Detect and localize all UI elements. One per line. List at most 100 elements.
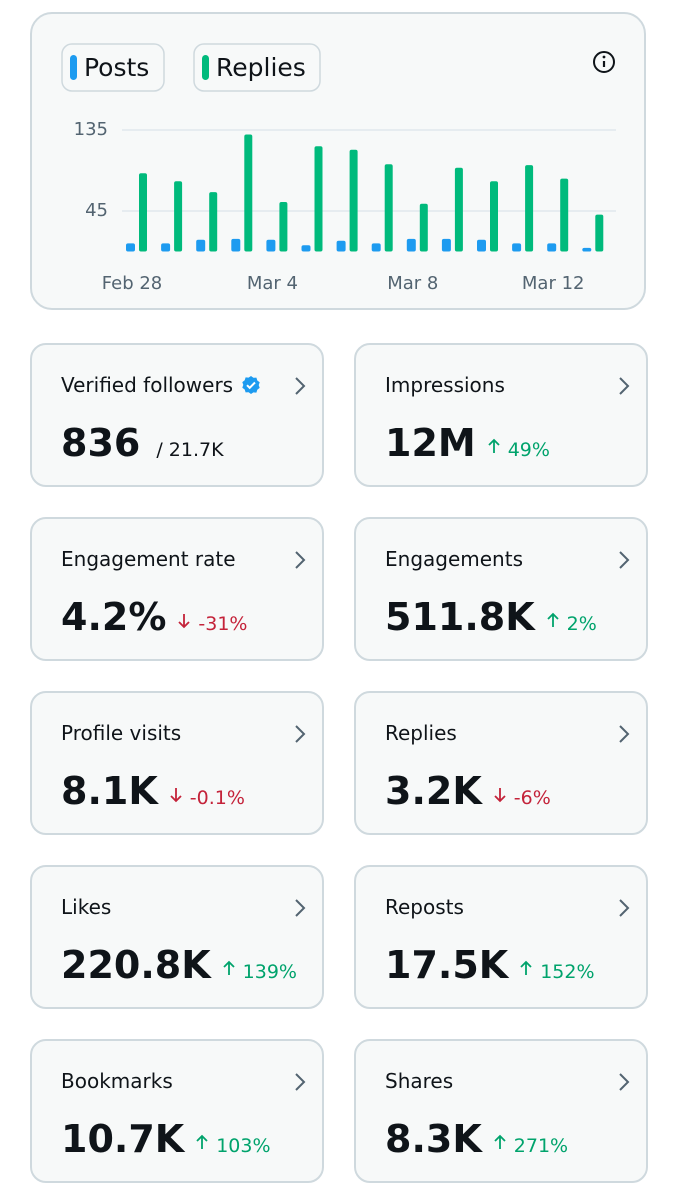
card-change-row: 139% <box>223 959 297 983</box>
card-change-row: 271% <box>494 1133 568 1157</box>
trend-arrow <box>520 960 532 975</box>
bar <box>231 238 241 252</box>
card-value-row: 511.8K 2% <box>385 595 597 639</box>
card-change: 49% <box>507 439 550 461</box>
legend-swatch <box>70 55 77 80</box>
chevron <box>619 377 630 395</box>
bar <box>560 178 569 252</box>
card-value-row: 220.8K 139% <box>61 943 297 987</box>
card-label: Engagement rate <box>61 547 236 571</box>
bar <box>266 239 276 252</box>
bar <box>244 134 253 252</box>
bar <box>371 243 381 252</box>
card-change: -31% <box>198 613 248 635</box>
card-label: Profile visits <box>61 721 182 745</box>
bar <box>196 239 206 252</box>
bar <box>139 173 147 252</box>
legend-swatch <box>202 55 209 80</box>
card-change-row: 49% <box>488 437 550 461</box>
trend-arrow <box>494 1134 506 1149</box>
card-label-row: Bookmarks <box>61 1069 173 1093</box>
card-value-row: 4.2% -31% <box>61 595 247 639</box>
chevron <box>295 377 306 395</box>
x-tick-label: Mar 4 <box>247 273 298 294</box>
metric-card[interactable]: Profile visits 8.1K -0.1% <box>30 691 324 835</box>
card-value-row: 10.7K 103% <box>61 1117 271 1161</box>
card-value: 8.1K <box>61 769 158 813</box>
card-label-row: Verified followers <box>61 373 261 397</box>
card-change-row: 152% <box>520 959 595 983</box>
verified-badge <box>242 376 260 394</box>
card-label-row: Engagements <box>385 547 523 571</box>
bar <box>174 181 183 252</box>
bar <box>547 243 557 252</box>
chevron <box>619 551 630 569</box>
card-total: / 21.7K <box>156 439 224 461</box>
card-label-row: Likes <box>61 895 111 919</box>
metric-card[interactable]: Bookmarks 10.7K 103% <box>30 1039 324 1183</box>
card-label-row: Profile visits <box>61 721 181 745</box>
card-value: 511.8K <box>385 595 535 639</box>
info-icon[interactable] <box>593 51 615 73</box>
card-label: Verified followers <box>61 373 234 397</box>
x-tick-label: Feb 28 <box>102 273 163 294</box>
card-label: Engagements <box>385 547 523 571</box>
metric-card[interactable]: Verified followers 836 / 21.7K <box>30 343 324 487</box>
bar <box>384 164 393 252</box>
card-value-row: 17.5K 152% <box>385 943 595 987</box>
bar <box>512 243 522 252</box>
legend-label: Posts <box>84 53 149 82</box>
card-label: Shares <box>385 1069 454 1093</box>
y-tick-label: 135 <box>74 119 108 140</box>
card-change: 152% <box>540 961 595 983</box>
card-change-row: 103% <box>196 1133 271 1157</box>
card-change: -0.1% <box>189 787 245 809</box>
trend-arrow <box>223 960 235 975</box>
metric-card[interactable]: Engagement rate 4.2% -31% <box>30 517 324 661</box>
trend-arrow <box>178 614 191 629</box>
bar <box>314 146 323 252</box>
bar <box>161 243 171 252</box>
card-value: 12M <box>385 421 476 465</box>
card-change: 139% <box>242 961 297 983</box>
bar <box>490 181 498 252</box>
card-label: Impressions <box>385 373 505 397</box>
bar <box>525 165 534 252</box>
metric-card[interactable]: Likes 220.8K 139% <box>30 865 324 1009</box>
chevron <box>619 1073 630 1091</box>
y-tick-label: 45 <box>85 200 108 221</box>
card-label-row: Replies <box>385 721 457 745</box>
trend-arrow <box>494 788 506 803</box>
card-change-row: -31% <box>178 611 247 635</box>
card-change: 271% <box>513 1135 569 1157</box>
chevron <box>619 899 630 917</box>
card-label-row: Engagement rate <box>61 547 236 571</box>
card-label-row: Impressions <box>385 373 505 397</box>
chart-card: Posts Replies 45 135 Feb 28 Mar 4 Mar 8 Mar 12 <box>30 12 646 310</box>
chevron <box>295 551 306 569</box>
chevron <box>295 725 306 743</box>
metric-card[interactable]: Shares 8.3K 271% <box>354 1039 648 1183</box>
trend-arrow <box>170 788 182 803</box>
bar <box>209 192 218 252</box>
card-change: 2% <box>566 613 597 635</box>
metric-card[interactable]: Engagements 511.8K 2% <box>354 517 648 661</box>
bar <box>454 167 463 252</box>
card-change-row: 2% <box>547 611 597 635</box>
card-value: 10.7K <box>61 1117 185 1161</box>
metric-card[interactable]: Replies 3.2K -6% <box>354 691 648 835</box>
card-value-row: 3.2K -6% <box>385 769 551 813</box>
card-value: 220.8K <box>61 943 211 987</box>
metric-card[interactable]: Reposts 17.5K 152% <box>354 865 648 1009</box>
bar <box>126 243 135 252</box>
card-label-row: Reposts <box>385 895 464 919</box>
card-value-row: 836 / 21.7K <box>61 421 224 465</box>
metric-card[interactable]: Impressions 12M 49% <box>354 343 648 487</box>
legend-label: Replies <box>216 53 306 82</box>
trend-arrow <box>196 1134 208 1149</box>
card-value-row: 12M 49% <box>385 421 550 465</box>
card-label: Reposts <box>385 895 464 919</box>
card-change-row: -0.1% <box>170 785 245 809</box>
chevron <box>295 1073 306 1091</box>
